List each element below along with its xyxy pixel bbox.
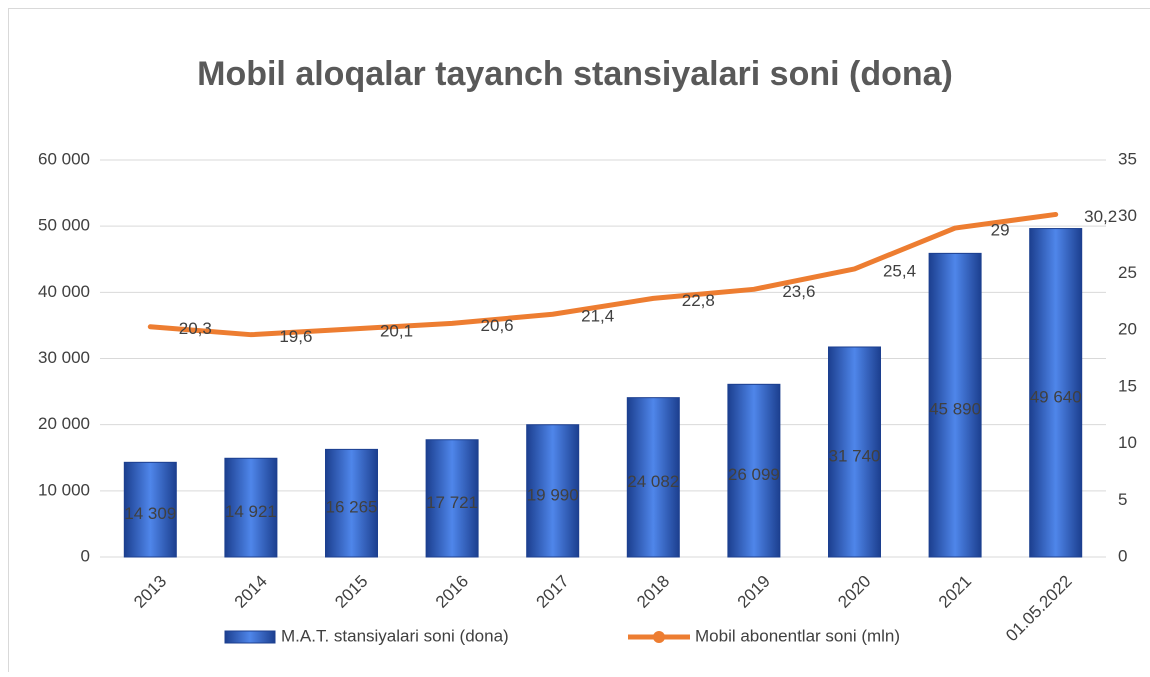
y-tick-label: 40 000 (38, 282, 90, 301)
bar-value-label: 14 921 (225, 502, 277, 521)
line-value-label: 21,4 (581, 307, 614, 326)
line-value-label: 20,6 (481, 316, 514, 335)
line-value-label: 20,3 (179, 319, 212, 338)
bar-value-label: 14 309 (124, 504, 176, 523)
y-tick-label: 20 000 (38, 414, 90, 433)
y2-tick-label: 20 (1118, 320, 1137, 339)
y2-tick-label: 10 (1118, 433, 1137, 452)
line-value-label: 25,4 (883, 261, 916, 280)
line-value-label: 30,2 (1084, 207, 1117, 226)
legend-label: Mobil abonentlar soni (mln) (695, 626, 900, 645)
y-tick-label: 0 (81, 546, 90, 565)
y-tick-label: 30 000 (38, 348, 90, 367)
line-value-label: 22,8 (682, 291, 715, 310)
bar-value-label: 31 740 (829, 446, 881, 465)
y2-tick-label: 35 (1118, 149, 1137, 168)
bar-value-label: 26 099 (728, 465, 780, 484)
y-tick-label: 50 000 (38, 216, 90, 235)
bar-value-label: 49 640 (1030, 387, 1082, 406)
bar-value-label: 17 721 (426, 493, 478, 512)
y2-tick-label: 15 (1118, 376, 1137, 395)
y2-tick-label: 0 (1118, 546, 1127, 565)
legend-swatch (225, 631, 275, 643)
y-tick-label: 60 000 (38, 149, 90, 168)
legend-marker (653, 631, 665, 643)
y2-tick-label: 30 (1118, 206, 1137, 225)
bar-value-label: 16 265 (326, 498, 378, 517)
legend-label: M.A.T. stansiyalari soni (dona) (281, 626, 509, 645)
bar-value-label: 24 082 (627, 472, 679, 491)
bar-value-label: 19 990 (527, 485, 579, 504)
line-value-label: 23,6 (782, 282, 815, 301)
chart-title: Mobil aloqalar tayanch stansiyalari soni… (197, 55, 953, 93)
line-value-label: 19,6 (279, 327, 312, 346)
y2-tick-label: 5 (1118, 490, 1127, 509)
line-value-label: 29 (991, 221, 1010, 240)
y-tick-label: 10 000 (38, 480, 90, 499)
y2-tick-label: 25 (1118, 263, 1137, 282)
bar-value-label: 45 890 (929, 400, 981, 419)
line-value-label: 20,1 (380, 321, 413, 340)
